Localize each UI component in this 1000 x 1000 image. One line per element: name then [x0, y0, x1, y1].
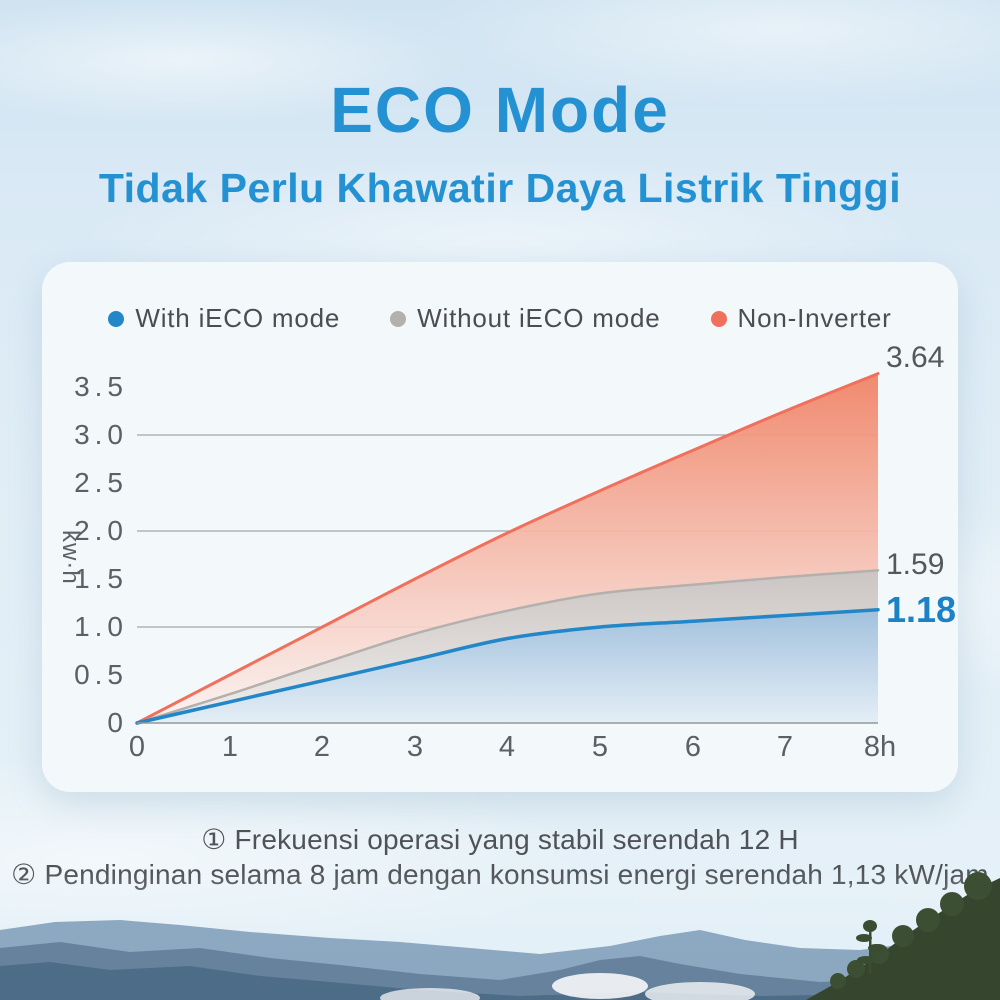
value-label-non-inverter: 3.64 [886, 341, 945, 374]
cloud-puff [380, 988, 480, 1000]
x-tick: 3 [406, 731, 424, 763]
x-tick: 6 [684, 731, 702, 763]
y-tick: 1.0 [74, 611, 128, 642]
chart-legend: With iECO mode Without iECO mode Non-Inv… [0, 303, 1000, 334]
x-tick: 1 [221, 731, 239, 763]
chart-card [42, 262, 958, 792]
legend-item-with-ieco: With iECO mode [108, 303, 340, 334]
y-tick: 0.5 [74, 659, 128, 690]
x-tick: 2 [313, 731, 331, 763]
mountain-landscape [0, 870, 1000, 1000]
legend-label: Without iECO mode [417, 303, 661, 333]
tree-canopy [830, 872, 992, 989]
legend-label: Non-Inverter [737, 303, 892, 333]
value-label-with-ieco: 1.18 [886, 589, 957, 630]
y-tick: 3.0 [74, 419, 128, 450]
x-tick: 5 [591, 731, 609, 763]
y-tick: 1.5 [74, 563, 128, 594]
legend-dot-gray-icon [390, 310, 407, 327]
near-mountain-ridge [0, 962, 1000, 1000]
cloud-puff [552, 973, 648, 999]
y-tick: 2.0 [74, 515, 128, 546]
y-tick: 2.5 [74, 467, 128, 498]
x-tick: 8h [863, 731, 897, 763]
legend-dot-red-icon [710, 310, 727, 327]
x-tick: 7 [776, 731, 794, 763]
footnote-1: ① Frekuensi operasi yang stabil serendah… [201, 824, 799, 855]
legend-item-non-inverter: Non-Inverter [710, 303, 892, 334]
y-tick: 0 [107, 707, 128, 738]
y-axis-label: kw·h [57, 530, 84, 585]
legend-label: With iECO mode [135, 303, 341, 333]
pine-tree [856, 920, 884, 974]
x-tick: 0 [128, 731, 146, 763]
legend-dot-blue-icon [108, 310, 125, 327]
legend-item-without-ieco: Without iECO mode [390, 303, 660, 334]
page-title: ECO Mode [330, 74, 670, 146]
header: ECO Mode Tidak Perlu Khawatir Daya Listr… [0, 0, 1000, 209]
cloud-puff [645, 982, 755, 1000]
page-subtitle: Tidak Perlu Khawatir Daya Listrik Tinggi [98, 165, 902, 211]
value-label-without-ieco: 1.59 [886, 548, 945, 581]
y-tick: 3.5 [74, 371, 128, 402]
x-tick: 4 [498, 731, 516, 763]
